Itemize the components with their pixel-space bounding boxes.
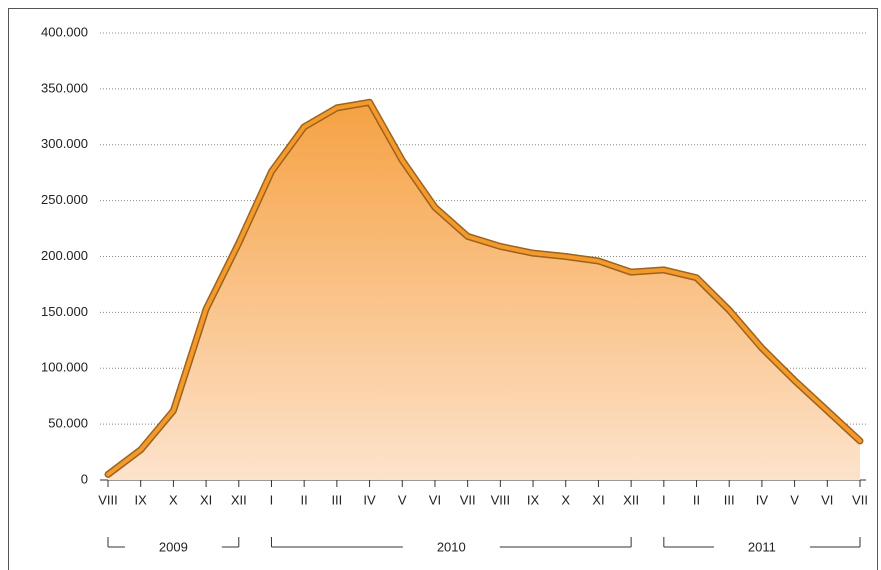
x-tick-label: I [662, 492, 666, 507]
y-tick-label: 50.000 [48, 416, 88, 431]
x-tick-label: VII [852, 492, 868, 507]
y-tick-label: 200.000 [41, 248, 88, 263]
x-tick-label: X [561, 492, 570, 507]
x-tick-label: IX [135, 492, 148, 507]
x-tick-label: I [270, 492, 274, 507]
x-tick-label: VIII [98, 492, 118, 507]
frame [8, 8, 878, 570]
x-tick-label: VIII [491, 492, 511, 507]
y-tick-label: 300.000 [41, 136, 88, 151]
x-tick-label: VII [460, 492, 476, 507]
x-tick-label: VI [821, 492, 833, 507]
area [108, 102, 860, 480]
x-tick-label: III [724, 492, 735, 507]
x-tick-label: II [693, 492, 700, 507]
y-tick-label: 400.000 [41, 24, 88, 39]
x-tick-label: II [301, 492, 308, 507]
x-tick-label: IV [363, 492, 376, 507]
x-tick-label: III [331, 492, 342, 507]
x-tick-label: XII [231, 492, 247, 507]
y-tick-label: 100.000 [41, 360, 88, 375]
x-tick-label: V [398, 492, 407, 507]
y-tick-label: 150.000 [41, 304, 88, 319]
group-label: 2011 [748, 539, 776, 554]
x-tick-label: IX [527, 492, 540, 507]
x-tick-label: XI [200, 492, 212, 507]
x-tick-label: VI [429, 492, 441, 507]
x-tick-label: V [790, 492, 799, 507]
group-label: 2010 [437, 539, 466, 554]
x-tick-label: XI [592, 492, 604, 507]
line [106, 100, 862, 477]
y-tick-label: 250.000 [41, 192, 88, 207]
x-tick-label: XII [623, 492, 639, 507]
x-tick-label: IV [756, 492, 769, 507]
x-tick-label: X [169, 492, 178, 507]
group-label: 2009 [159, 539, 188, 554]
y-tick-label: 350.000 [41, 80, 88, 95]
y-tick-label: 0 [81, 471, 88, 486]
